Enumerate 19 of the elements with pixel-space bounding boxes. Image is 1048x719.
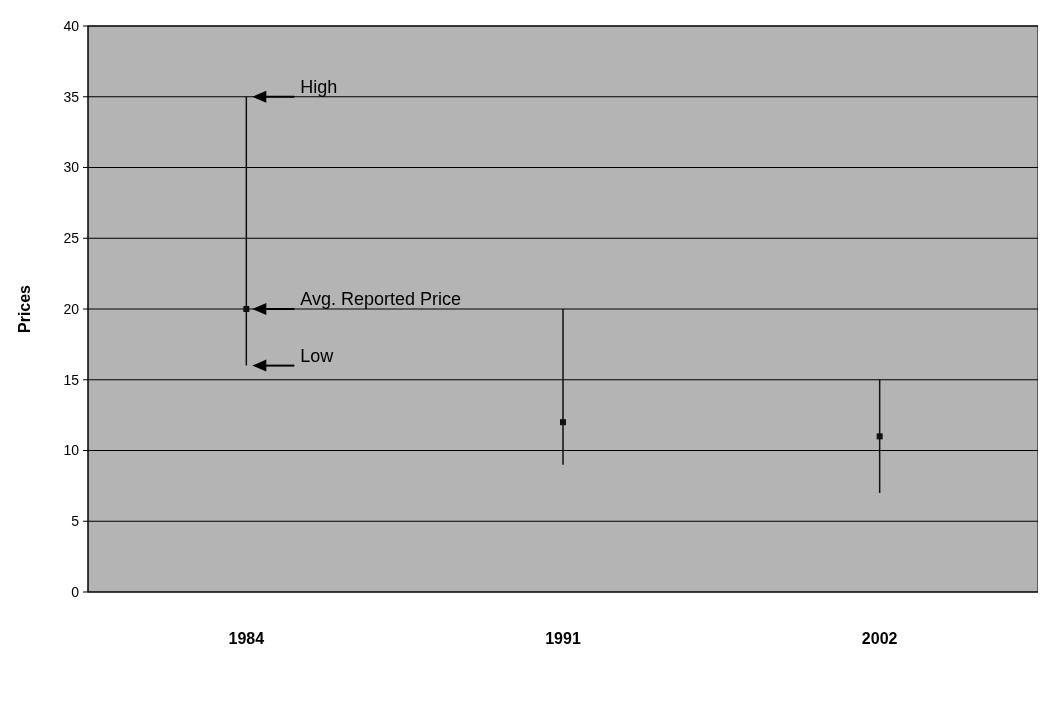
y-axis-title: Prices [16,284,33,334]
point [560,419,566,426]
y-tick-label: 25 [63,230,80,247]
annotation: Avg. Reported Price [300,289,462,309]
y-tick-label: 0 [71,583,80,600]
y-tick-label: 15 [63,371,80,388]
y-tick-label: 35 [63,88,80,105]
annotation: Low [300,345,335,366]
x-tick-label: 2002 [861,630,898,647]
y-tick-label: 40 [63,17,80,34]
x-tick-label: 1984 [228,630,265,647]
point [243,306,250,312]
y-tick-label: 30 [63,159,80,176]
y-tick-label: 20 [63,300,80,317]
annotation: High [300,76,338,97]
y-tick-label: 10 [63,442,80,459]
point [876,433,883,440]
y-tick-label: 5 [71,513,80,530]
x-tick-label: 1991 [545,630,581,647]
